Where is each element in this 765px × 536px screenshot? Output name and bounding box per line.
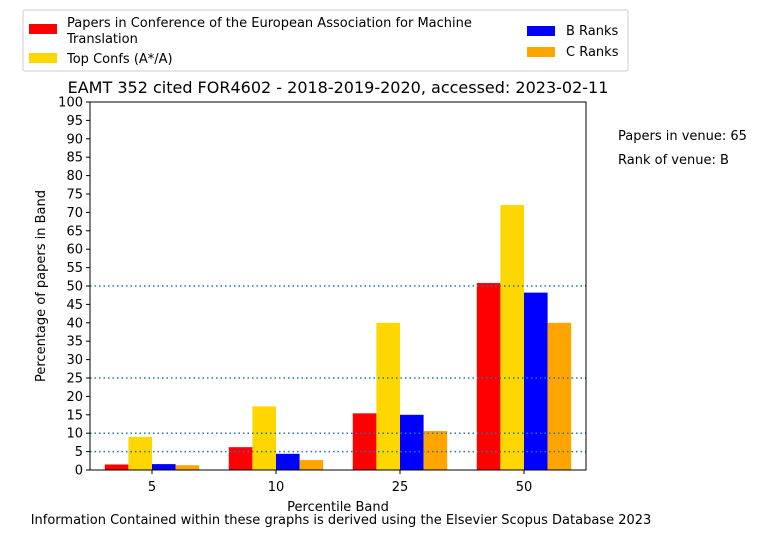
- legend-swatch-eamt: [29, 24, 57, 34]
- y-tick-label: 60: [66, 243, 83, 258]
- x-axis: 5 10 25 50: [148, 470, 532, 495]
- y-tick-label: 10: [66, 427, 83, 442]
- bar: [476, 283, 501, 470]
- y-tick-label: 85: [66, 151, 83, 166]
- legend-swatch-top-confs: [29, 53, 57, 63]
- y-tick-label: 35: [66, 335, 83, 350]
- bar: [276, 453, 300, 470]
- bar: [252, 406, 276, 470]
- y-tick-label: 65: [66, 224, 83, 239]
- bar: [128, 436, 152, 470]
- x-tick-label: 25: [392, 480, 409, 495]
- footer-note: Information Contained within these graph…: [31, 513, 652, 528]
- x-tick-label: 10: [268, 480, 285, 495]
- y-tick-label: 5: [75, 445, 83, 460]
- bar: [524, 292, 548, 470]
- y-axis: 0 5 10 15 20 25 30 35 40 45 50 55 60 65 70 75 80 85 90 95 10…: [58, 96, 90, 479]
- y-axis-label: Percentage of papers in Band: [34, 190, 49, 382]
- y-tick-label: 55: [66, 261, 83, 276]
- x-tick-label: 50: [516, 480, 533, 495]
- y-tick-label: 30: [66, 353, 83, 368]
- y-tick-label: 80: [66, 169, 83, 184]
- y-tick-label: 15: [66, 408, 83, 423]
- y-tick-label: 40: [66, 316, 83, 331]
- y-tick-label: 100: [58, 96, 83, 111]
- y-tick-label: 50: [66, 280, 83, 295]
- bar: [175, 465, 200, 470]
- bar: [299, 460, 324, 470]
- y-tick-label: 20: [66, 390, 83, 405]
- y-tick-label: 45: [66, 298, 83, 313]
- y-tick-label: 95: [66, 114, 83, 129]
- papers-in-venue: Papers in venue: 65: [618, 129, 747, 144]
- legend-label-eamt-line1: Papers in Conference of the European Ass…: [67, 16, 472, 31]
- legend-label-eamt-line2: Translation: [66, 32, 138, 47]
- bar: [400, 414, 424, 470]
- bars: [104, 205, 572, 471]
- y-tick-label: 70: [66, 206, 83, 221]
- x-axis-label: Percentile Band: [287, 500, 389, 515]
- legend-frame: [22, 9, 629, 72]
- bar: [104, 464, 129, 470]
- bar: [228, 447, 253, 470]
- y-tick-label: 90: [66, 132, 83, 147]
- bar: [500, 205, 524, 471]
- rank-of-venue: Rank of venue: B: [618, 153, 729, 168]
- y-tick-label: 0: [75, 464, 83, 479]
- y-tick-label: 75: [66, 188, 83, 203]
- legend-label-b-ranks: B Ranks: [566, 24, 619, 39]
- x-tick-label: 5: [148, 480, 156, 495]
- bar: [547, 322, 572, 470]
- legend-label-top-confs: Top Confs (A*/A): [66, 52, 173, 67]
- bar: [376, 322, 400, 470]
- legend-swatch-b-ranks: [527, 26, 555, 36]
- legend: Papers in Conference of the European Ass…: [22, 9, 629, 72]
- bar: [152, 464, 176, 470]
- chart-title: EAMT 352 cited FOR4602 - 2018-2019-2020,…: [68, 78, 609, 97]
- y-tick-label: 25: [66, 372, 83, 387]
- reference-lines: [90, 285, 586, 453]
- bar: [423, 430, 448, 470]
- legend-label-c-ranks: C Ranks: [566, 45, 619, 60]
- bar: [352, 413, 377, 470]
- plot-frame: [89, 101, 587, 471]
- legend-swatch-c-ranks: [527, 47, 555, 57]
